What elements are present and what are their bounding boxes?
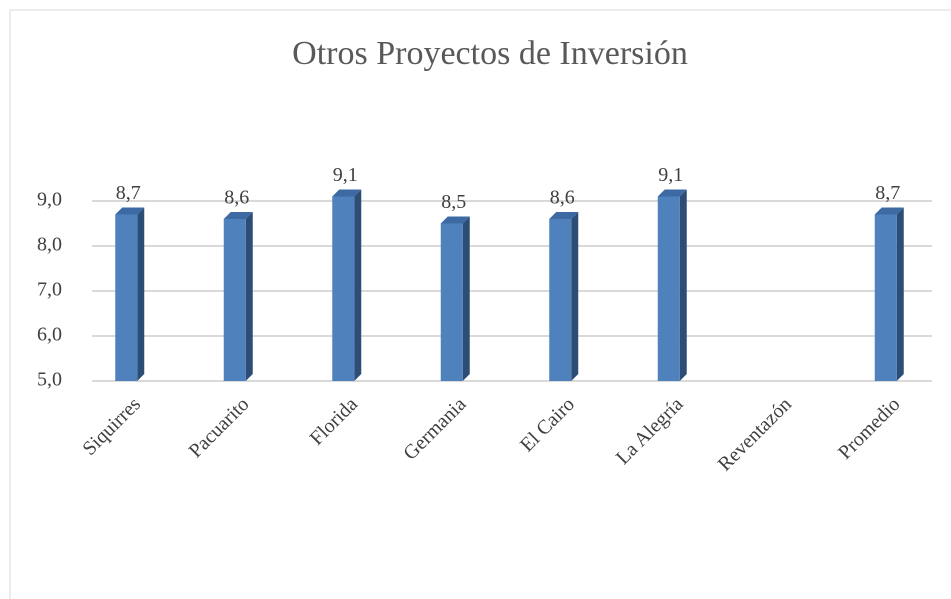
bar-side (137, 207, 145, 381)
y-tick-label: 8,0 (37, 234, 62, 256)
bar-side (896, 207, 904, 381)
y-tick-label: 7,0 (37, 279, 62, 301)
data-label: 8,6 (224, 187, 249, 209)
bar-top (332, 189, 362, 197)
data-label: 8,7 (116, 182, 141, 204)
bar-top (440, 216, 470, 224)
bar-side (245, 212, 253, 381)
y-tick-label: 5,0 (37, 369, 62, 391)
bar (115, 214, 138, 381)
bar-side (354, 189, 362, 381)
data-label: 9,1 (333, 164, 358, 186)
data-label: 8,5 (441, 191, 466, 213)
bar-top (223, 212, 253, 219)
data-label: 8,6 (550, 187, 575, 209)
bar-top (874, 207, 904, 215)
y-tick-label: 6,0 (37, 324, 62, 346)
y-tick-label: 9,0 (37, 189, 62, 211)
chart-title: Otros Proyectos de Inversión (292, 35, 688, 72)
bar-side (571, 212, 579, 381)
bar (549, 219, 572, 381)
data-label: 9,1 (658, 164, 683, 186)
bar (874, 214, 897, 381)
bar-top (115, 207, 145, 215)
bar-side (462, 216, 470, 381)
bar-top (657, 189, 687, 197)
chart-frame (9, 9, 951, 599)
bar (657, 196, 680, 381)
bar (332, 196, 355, 381)
bar-top (549, 212, 579, 219)
bar-side (679, 189, 687, 381)
bar (223, 219, 246, 381)
data-label: 8,7 (875, 182, 900, 204)
bar (440, 223, 463, 381)
